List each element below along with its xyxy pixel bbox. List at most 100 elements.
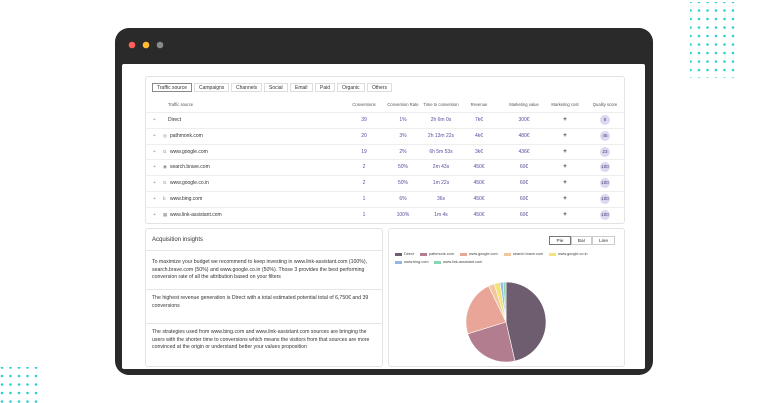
legend-label: www.bing.com — [404, 260, 429, 264]
column-header: Conversion Rate — [387, 102, 419, 107]
legend-label: search.brave.com — [513, 252, 544, 256]
insight-paragraph: The highest revenue generation is Direct… — [152, 295, 369, 309]
cell-value: 1 — [362, 196, 366, 202]
pie-chart — [465, 281, 547, 363]
legend-label: www.google.co.in — [558, 252, 588, 256]
row-divider — [146, 112, 624, 113]
chart-type-button[interactable]: Bar — [571, 236, 592, 245]
cell-value: 1m 4s — [434, 211, 448, 218]
tab[interactable]: Channels — [231, 83, 263, 92]
row-divider — [146, 191, 624, 192]
source-icon: G — [163, 180, 167, 186]
cell-value: 436€ — [518, 148, 530, 155]
chart-card: Pie Bar Line Direct pathmonk.com www.google.c… — [388, 228, 625, 367]
cell-value: 480€ — [518, 132, 530, 139]
expand-icon[interactable]: + — [153, 117, 156, 123]
column-header: Conversions — [352, 102, 376, 107]
source-icon: ◉ — [163, 164, 167, 170]
cell-value: 6h 5m 53s — [429, 148, 453, 155]
tab[interactable]: Traffic source — [152, 83, 193, 92]
cell-value: 20 — [361, 132, 367, 139]
tab[interactable]: Paid — [315, 83, 336, 92]
marketing-cost-add[interactable]: + — [563, 117, 567, 123]
cell-value: 1m 22s — [432, 180, 450, 187]
source-icon: ▦ — [163, 211, 168, 217]
quality-score: 45 — [600, 130, 610, 141]
source-name[interactable]: www.google.co.in — [170, 180, 209, 187]
expand-icon[interactable]: + — [153, 211, 156, 218]
cell-value: 7k€ — [474, 117, 484, 123]
row-divider — [146, 175, 624, 177]
tab[interactable]: Organic — [337, 83, 365, 92]
insights-card: Acquisition insights To maximize your bu… — [145, 228, 383, 367]
maximize-dot[interactable] — [156, 41, 164, 49]
marketing-cost-add[interactable]: + — [563, 164, 567, 171]
legend-swatch — [395, 252, 402, 256]
cell-value: 36s — [436, 196, 446, 202]
insights-title: Acquisition insights — [152, 237, 204, 243]
expand-icon[interactable]: + — [153, 148, 156, 155]
cell-value: 1% — [399, 117, 407, 123]
chart-type-button[interactable]: Pie — [549, 236, 571, 245]
separator — [146, 289, 382, 290]
pie-slice — [505, 281, 547, 362]
close-dot[interactable] — [128, 41, 136, 49]
pie-slice — [465, 285, 507, 335]
quality-score: 100 — [600, 209, 610, 220]
expand-icon[interactable]: + — [153, 180, 156, 187]
tab[interactable]: Campaigns — [194, 83, 230, 92]
cell-value: 60€ — [519, 180, 529, 187]
expand-icon[interactable]: + — [153, 196, 156, 202]
cell-value: 2h 13m 22s — [427, 132, 455, 139]
column-header: Marketing cost — [551, 102, 579, 107]
marketing-cost-add[interactable]: + — [563, 180, 567, 187]
column-header: Revenue — [470, 102, 488, 107]
source-name[interactable]: Direct — [168, 117, 182, 123]
row-divider — [146, 127, 624, 129]
pie-slice — [467, 321, 516, 363]
expand-icon[interactable]: + — [153, 164, 156, 171]
tab[interactable]: Email — [290, 83, 313, 92]
quality-score: 100 — [600, 178, 610, 189]
cell-value: 4k€ — [474, 132, 484, 139]
legend-swatch — [395, 260, 402, 264]
column-header: Quality score — [592, 102, 618, 107]
source-name[interactable]: search.brave.com — [170, 164, 210, 171]
row-divider — [146, 206, 624, 208]
source-name[interactable]: www.bing.com — [170, 196, 203, 202]
cell-value: 450€ — [473, 211, 485, 218]
cell-value: 3k€ — [474, 148, 484, 155]
tab[interactable]: Social — [264, 83, 288, 92]
legend-label: www.google.com — [469, 252, 498, 256]
cell-value: 2m 43s — [432, 164, 450, 171]
quality-score: 100 — [600, 194, 610, 204]
insight-paragraph: The strategies used from www.bing.com an… — [152, 329, 370, 350]
insight-paragraph: To maximize your budget we recommend to … — [152, 259, 368, 280]
source-name[interactable]: www.google.com — [170, 148, 208, 155]
minimize-dot[interactable] — [142, 41, 150, 49]
source-icon: ◎ — [163, 132, 167, 138]
table-card: Traffic source Campaigns Channels Social Ema… — [145, 76, 625, 224]
cell-value: 3% — [399, 132, 407, 139]
quality-score: 23 — [600, 146, 610, 157]
source-name[interactable]: pathmonk.com — [170, 132, 203, 139]
expand-icon[interactable]: + — [153, 132, 156, 139]
marketing-cost-add[interactable]: + — [563, 148, 567, 155]
tab[interactable]: Others — [367, 83, 393, 92]
marketing-cost-add[interactable]: + — [563, 211, 567, 218]
chart-type-button[interactable]: Line — [592, 236, 615, 245]
legend-swatch — [549, 252, 556, 256]
marketing-cost-add[interactable]: + — [563, 196, 567, 202]
source-name[interactable]: www.link-assistant.com — [170, 211, 222, 218]
cell-value: 100% — [396, 211, 410, 218]
cell-value: 6% — [399, 196, 407, 202]
cell-value: 19 — [361, 148, 367, 155]
cell-value: 450€ — [473, 196, 485, 202]
dot-pattern — [0, 367, 42, 403]
marketing-cost-add[interactable]: + — [563, 132, 567, 139]
source-icon: b — [163, 196, 166, 201]
dot-pattern — [690, 2, 736, 78]
legend-swatch — [434, 260, 441, 264]
